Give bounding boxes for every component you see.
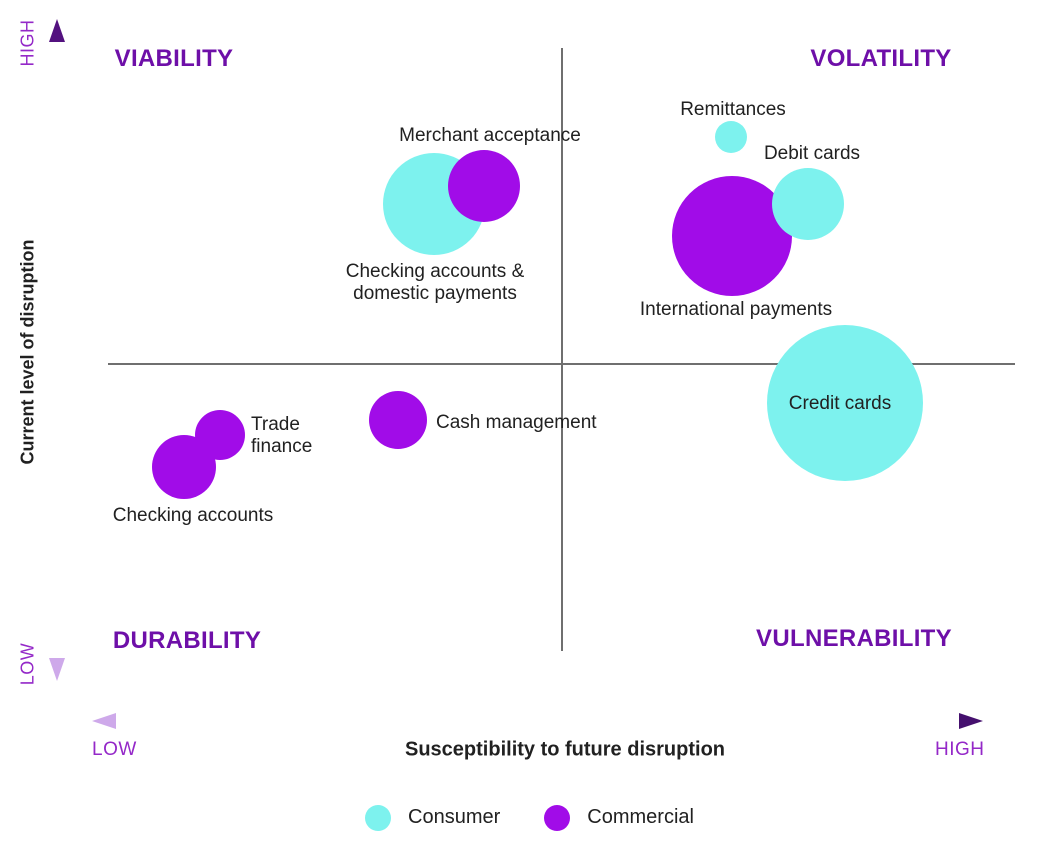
- y-axis-low-label: LOW: [17, 642, 38, 686]
- bubble-label-checking-domestic: Checking accounts & domestic payments: [345, 260, 525, 304]
- x-axis-low-label: LOW: [92, 739, 137, 760]
- legend-item-commercial: Commercial: [544, 804, 694, 831]
- bubble-label-debit-cards: Debit cards: [763, 142, 861, 164]
- x-axis-title: Susceptibility to future disruption: [405, 738, 725, 761]
- bubble-remittances: [715, 121, 747, 153]
- bubble-label-checking-accounts: Checking accounts: [112, 504, 274, 526]
- legend-label-consumer: Consumer: [408, 806, 501, 828]
- quadrant-label-vulnerability: VULNERABILITY: [756, 625, 952, 652]
- bubble-label-merchant-acceptance: Merchant acceptance: [399, 124, 581, 146]
- bubble-merchant-acceptance: [448, 150, 520, 222]
- y-axis-title: Current level of disruption: [17, 239, 38, 465]
- bubble-label-remittances: Remittances: [680, 98, 786, 120]
- bubble-label-credit-cards: Credit cards: [788, 392, 892, 414]
- consumer-dot-icon: [365, 804, 392, 831]
- legend: Consumer Commercial: [0, 792, 1059, 843]
- legend-label-commercial: Commercial: [587, 806, 694, 828]
- legend-item-consumer: Consumer: [365, 804, 501, 831]
- bubble-credit-cards: [767, 325, 923, 481]
- commercial-dot-icon: [544, 804, 571, 831]
- bubble-label-trade-finance: Trade finance: [251, 413, 313, 457]
- bubble-checking-accounts: [152, 435, 216, 499]
- bubble-label-international-payments: International payments: [639, 298, 833, 320]
- quadrant-label-viability: VIABILITY: [114, 45, 234, 72]
- vertical-divider-line: [561, 48, 563, 651]
- bubble-debit-cards: [772, 168, 844, 240]
- quadrant-label-durability: DURABILITY: [112, 627, 262, 654]
- bubble-cash-management: [369, 391, 427, 449]
- y-axis-high-label: HIGH: [17, 19, 38, 67]
- quadrant-label-volatility: VOLATILITY: [810, 45, 952, 72]
- bubble-label-cash-management: Cash management: [436, 411, 597, 433]
- x-axis-high-label: HIGH: [935, 739, 985, 760]
- horizontal-divider-line: [108, 363, 1015, 365]
